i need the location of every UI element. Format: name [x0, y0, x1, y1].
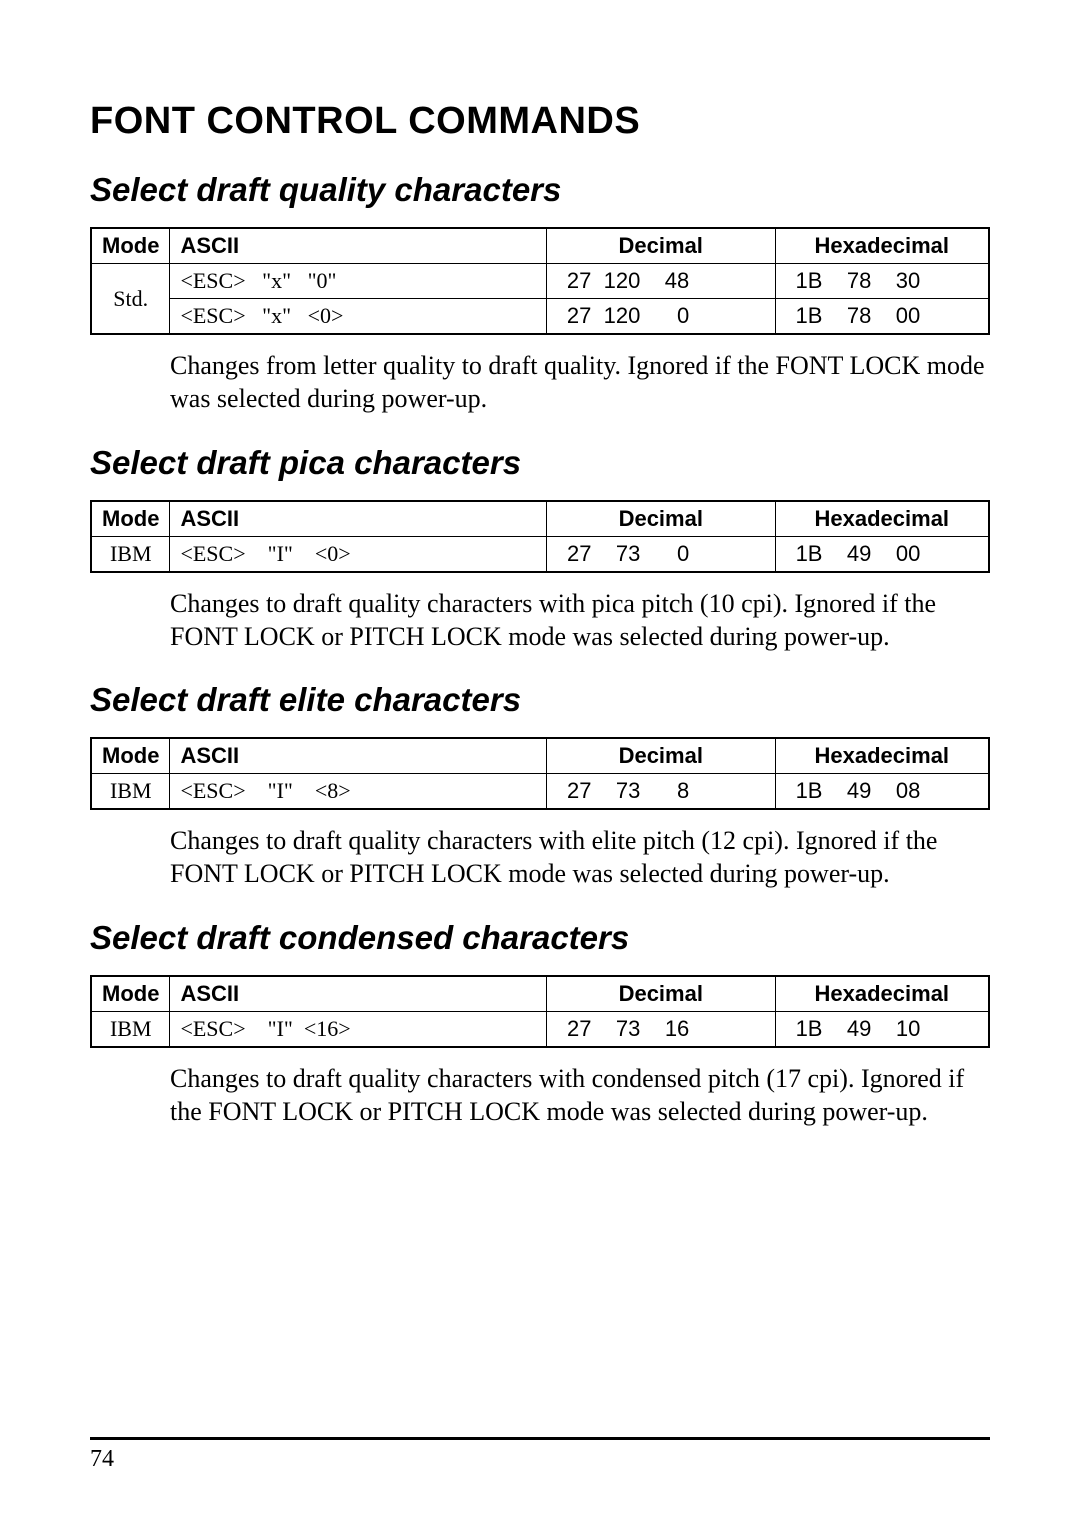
table-row: IBM<ESC> "I" <8>27 73 81B 49 08: [91, 774, 989, 810]
table-header-mode: Mode: [91, 228, 170, 264]
command-table: ModeASCIIDecimalHexadecimalIBM<ESC> "I" …: [90, 975, 990, 1048]
table-header-decimal: Decimal: [546, 228, 775, 264]
decimal-cell: 27 120 48: [546, 264, 775, 299]
section-description: Changes to draft quality characters with…: [170, 587, 990, 654]
decimal-cell: 27 73 16: [546, 1011, 775, 1047]
page-footer: 74: [90, 1437, 990, 1473]
page-title: FONT CONTROL COMMANDS: [90, 100, 990, 143]
table-header-hex: Hexadecimal: [775, 228, 989, 264]
table-header-mode: Mode: [91, 976, 170, 1012]
table-header-mode: Mode: [91, 738, 170, 774]
command-table: ModeASCIIDecimalHexadecimalStd.<ESC> "x"…: [90, 227, 990, 335]
table-row: <ESC> "x" <0>27 120 01B 78 00: [91, 299, 989, 335]
mode-cell: IBM: [91, 1011, 170, 1047]
section-title: Select draft condensed characters: [90, 919, 990, 957]
section-title: Select draft pica characters: [90, 444, 990, 482]
mode-cell: IBM: [91, 774, 170, 810]
section-title: Select draft elite characters: [90, 681, 990, 719]
ascii-cell: <ESC> "x" <0>: [170, 299, 546, 335]
mode-cell: Std.: [91, 264, 170, 335]
section-description: Changes from letter quality to draft qua…: [170, 349, 990, 416]
hex-cell: 1B 78 00: [775, 299, 989, 335]
ascii-cell: <ESC> "I" <8>: [170, 774, 547, 810]
table-row: IBM<ESC> "I" <0>27 73 01B 49 00: [91, 536, 989, 572]
section-title: Select draft quality characters: [90, 171, 990, 209]
table-header-decimal: Decimal: [546, 501, 775, 537]
hex-cell: 1B 49 00: [775, 536, 989, 572]
table-row: IBM<ESC> "I" <16>27 73 161B 49 10: [91, 1011, 989, 1047]
section-description: Changes to draft quality characters with…: [170, 824, 990, 891]
decimal-cell: 27 73 0: [546, 536, 775, 572]
ascii-cell: <ESC> "x" "0": [170, 264, 546, 299]
page-number: 74: [90, 1446, 114, 1472]
table-header-decimal: Decimal: [546, 738, 775, 774]
command-table: ModeASCIIDecimalHexadecimalIBM<ESC> "I" …: [90, 500, 990, 573]
ascii-cell: <ESC> "I" <16>: [170, 1011, 547, 1047]
decimal-cell: 27 120 0: [546, 299, 775, 335]
table-header-hex: Hexadecimal: [775, 501, 989, 537]
table-header-ascii: ASCII: [170, 738, 547, 774]
hex-cell: 1B 78 30: [775, 264, 989, 299]
ascii-cell: <ESC> "I" <0>: [170, 536, 547, 572]
table-header-decimal: Decimal: [546, 976, 775, 1012]
table-header-hex: Hexadecimal: [775, 738, 989, 774]
table-header-ascii: ASCII: [170, 501, 547, 537]
decimal-cell: 27 73 8: [546, 774, 775, 810]
table-header-ascii: ASCII: [170, 228, 546, 264]
hex-cell: 1B 49 08: [775, 774, 989, 810]
table-header-hex: Hexadecimal: [775, 976, 989, 1012]
table-header-mode: Mode: [91, 501, 170, 537]
hex-cell: 1B 49 10: [775, 1011, 989, 1047]
mode-cell: IBM: [91, 536, 170, 572]
table-row: Std.<ESC> "x" "0"27 120 481B 78 30: [91, 264, 989, 299]
command-table: ModeASCIIDecimalHexadecimalIBM<ESC> "I" …: [90, 737, 990, 810]
section-description: Changes to draft quality characters with…: [170, 1062, 990, 1129]
table-header-ascii: ASCII: [170, 976, 547, 1012]
